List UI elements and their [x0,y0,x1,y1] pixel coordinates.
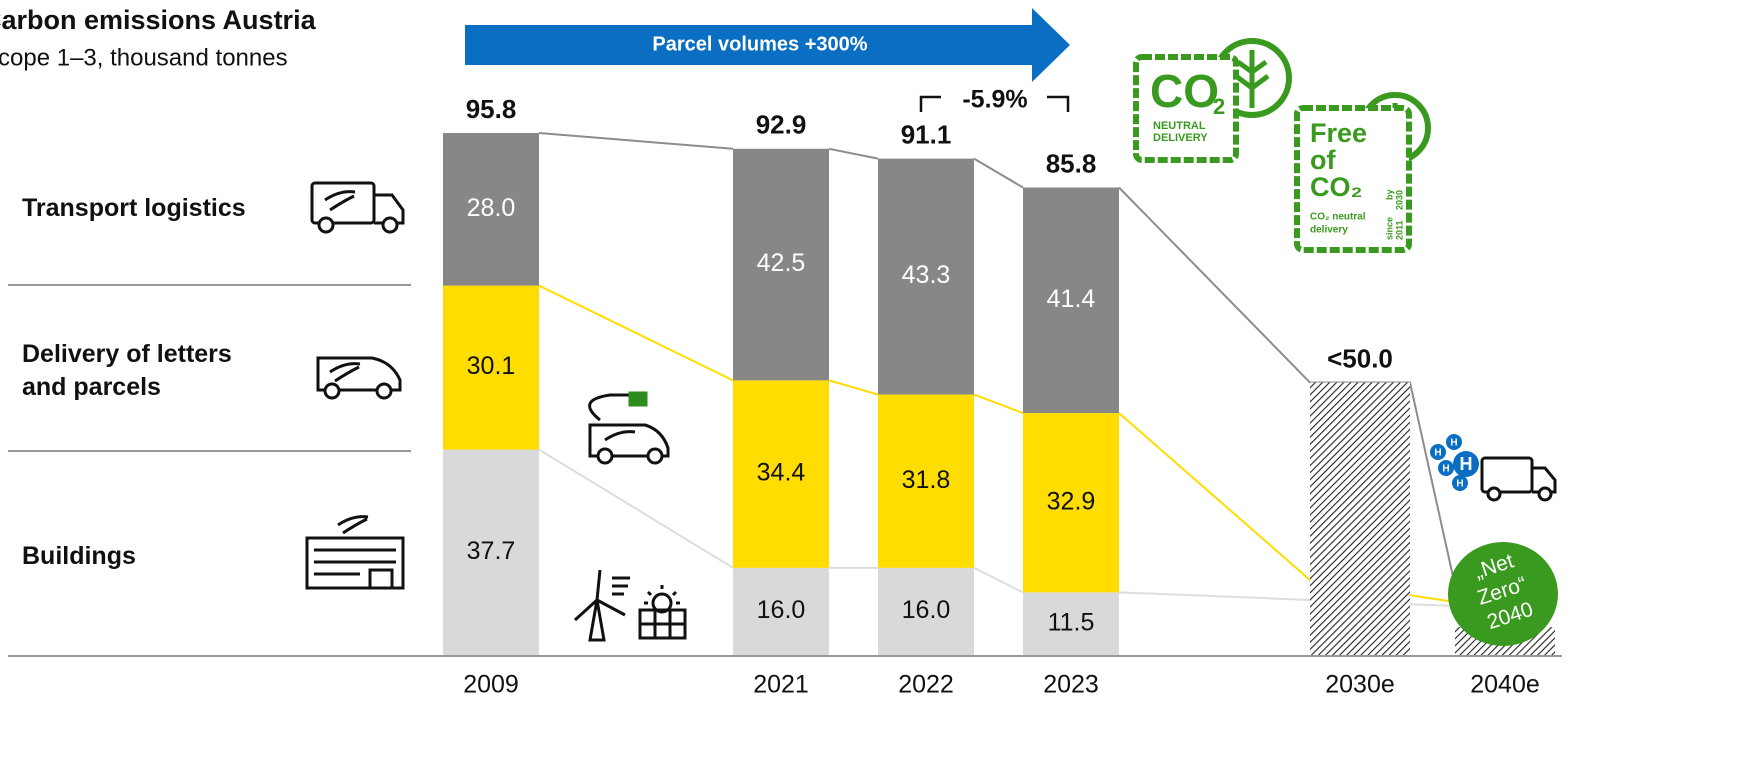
net-zero-badge: „Net Zero“ 2040 [1448,542,1558,646]
value-label: 30.1 [467,352,516,380]
total-label: 91.1 [901,119,952,149]
free-co2-badge: Free of CO₂ CO₂ neutral delivery by 2030… [1297,95,1428,250]
value-label: 41.4 [1047,285,1096,313]
target-bar [1310,383,1410,655]
badge-text: CO₂ neutral [1310,212,1366,223]
value-label: 42.5 [757,249,806,277]
value-label: 31.8 [902,466,951,494]
badge-text: 2030 [1394,190,1404,210]
truck-icon [312,183,403,232]
row-label: Buildings [22,540,302,573]
badge-text: NEUTRAL [1153,120,1206,132]
co2-badge: CO 2 NEUTRAL DELIVERY [1136,41,1289,160]
badge-text: CO₂ [1310,172,1363,202]
badge-text: delivery [1310,225,1348,236]
total-label: <50.0 [1327,343,1393,373]
total-label: 95.8 [466,94,517,124]
row-label: Transport logistics [22,192,302,225]
total-label: 85.8 [1046,148,1097,178]
badge-text: since [1384,217,1394,240]
hydrogen-truck-icon: H H H H H [1430,434,1555,500]
connector [974,159,1023,188]
x-tick-label: 2030e [1325,671,1395,699]
badge-text: 2 [1213,94,1225,119]
hydrogen-label: H [1450,438,1457,449]
badge-text: Free [1310,118,1367,148]
badge-text: by [1384,189,1394,200]
value-label: 16.0 [757,596,806,624]
badge-text: of [1310,145,1336,175]
building-icon [307,517,403,588]
van-icon [318,358,400,398]
value-label: 11.5 [1048,608,1095,636]
ev-icon [590,393,668,463]
value-label: 16.0 [902,596,951,624]
connector [539,286,733,381]
connector [829,149,878,159]
x-tick-label: 2009 [463,671,519,699]
total-label: 92.9 [756,110,807,140]
hydrogen-label: H [1434,448,1441,459]
value-label: 37.7 [467,537,516,565]
badge-text: 2011 [1394,220,1404,240]
badge-text: CO [1150,65,1219,117]
chart-subtitle: Scope 1–3, thousand tonnes [0,44,288,71]
x-tick-label: 2022 [898,671,954,699]
value-label: 34.4 [757,459,806,487]
x-tick-label: 2023 [1043,671,1099,699]
arrow-label: Parcel volumes +300% [652,33,867,55]
change-label: -5.9% [962,86,1027,114]
x-tick-label: 2021 [753,671,809,699]
page: Carbon emissions Austria Scope 1–3, thou… [0,0,1748,774]
value-label: 32.9 [1047,487,1096,515]
hydrogen-label: H [1460,454,1473,474]
connector [974,395,1023,414]
chart-title: Carbon emissions Austria [0,5,317,35]
row-label: Delivery of letters and parcels [22,338,282,404]
renewables-icon [575,570,685,640]
value-label: 28.0 [467,194,516,222]
connector [539,133,733,149]
badge-text: DELIVERY [1153,132,1208,144]
connector [539,450,733,568]
value-label: 43.3 [902,261,951,289]
connector [829,380,878,394]
hydrogen-label: H [1456,479,1463,490]
x-tick-label: 2040e [1470,671,1540,699]
connector [974,568,1023,593]
hydrogen-label: H [1442,464,1449,475]
